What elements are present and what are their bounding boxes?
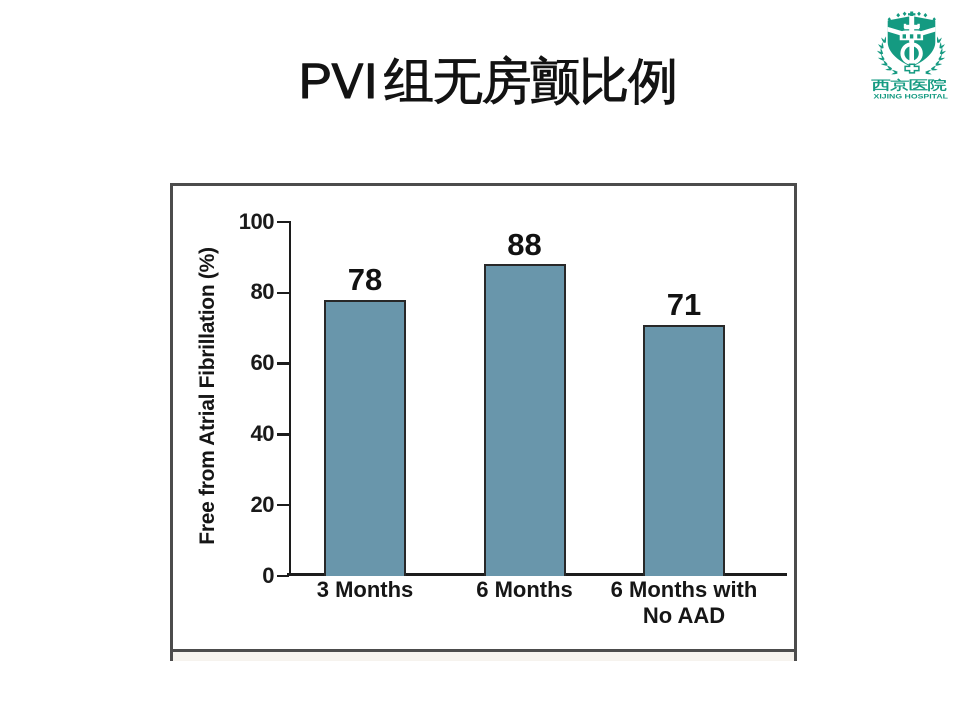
y-tick-mark xyxy=(277,362,290,365)
y-tick-label: 60 xyxy=(250,350,275,376)
figure-footer-strip xyxy=(173,651,794,661)
logo-english-text: XIJING HOSPITAL xyxy=(874,94,949,101)
bar-3 xyxy=(643,324,725,576)
y-tick-label: 80 xyxy=(250,279,275,305)
figure-footer-line xyxy=(173,648,794,652)
bar-value-label: 88 xyxy=(507,226,542,262)
y-axis-ticks: 0 20 40 60 80 100 xyxy=(173,186,794,661)
bar-2 xyxy=(483,264,566,576)
logo-crown-icon xyxy=(887,11,936,22)
bar-value-label: 78 xyxy=(347,262,383,298)
slide-title: PVI组无房颤比例 xyxy=(290,40,690,110)
y-tick-label: 100 xyxy=(238,208,275,234)
y-axis-line xyxy=(288,221,292,576)
plot-area: 78 3 Months 88 6 Months 71 6 Months with No AA… xyxy=(173,186,794,661)
logo-shield-icon xyxy=(887,16,936,67)
category-label: 6 Months xyxy=(476,576,573,602)
logo-wreath-icon xyxy=(876,36,947,75)
y-tick-label: 40 xyxy=(250,420,275,446)
y-tick-label: 20 xyxy=(250,491,275,517)
logo-chinese-glyphs xyxy=(871,78,947,92)
logo-graphic: XIJING HOSPITAL xyxy=(871,11,949,101)
bar-1 xyxy=(324,299,406,576)
y-tick-mark xyxy=(277,291,290,295)
hospital-logo: 西京医院 xyxy=(862,2,958,110)
logo-cross-icon xyxy=(904,63,920,74)
figure-box: Free from Atrial Fibrillation (%) 0 20 40 6… xyxy=(170,183,797,661)
bar-value-label: 71 xyxy=(666,287,702,323)
category-label: 6 Months with No AAD xyxy=(610,576,758,628)
y-tick-mark xyxy=(277,220,290,224)
title-glyph-paths xyxy=(302,55,675,106)
y-tick-label: 0 xyxy=(262,562,274,588)
y-tick-mark xyxy=(277,433,290,436)
slide-title-glyphs xyxy=(302,55,675,106)
y-tick-mark xyxy=(277,503,290,507)
y-tick-mark xyxy=(277,574,290,578)
category-label: 3 Months xyxy=(316,576,414,602)
